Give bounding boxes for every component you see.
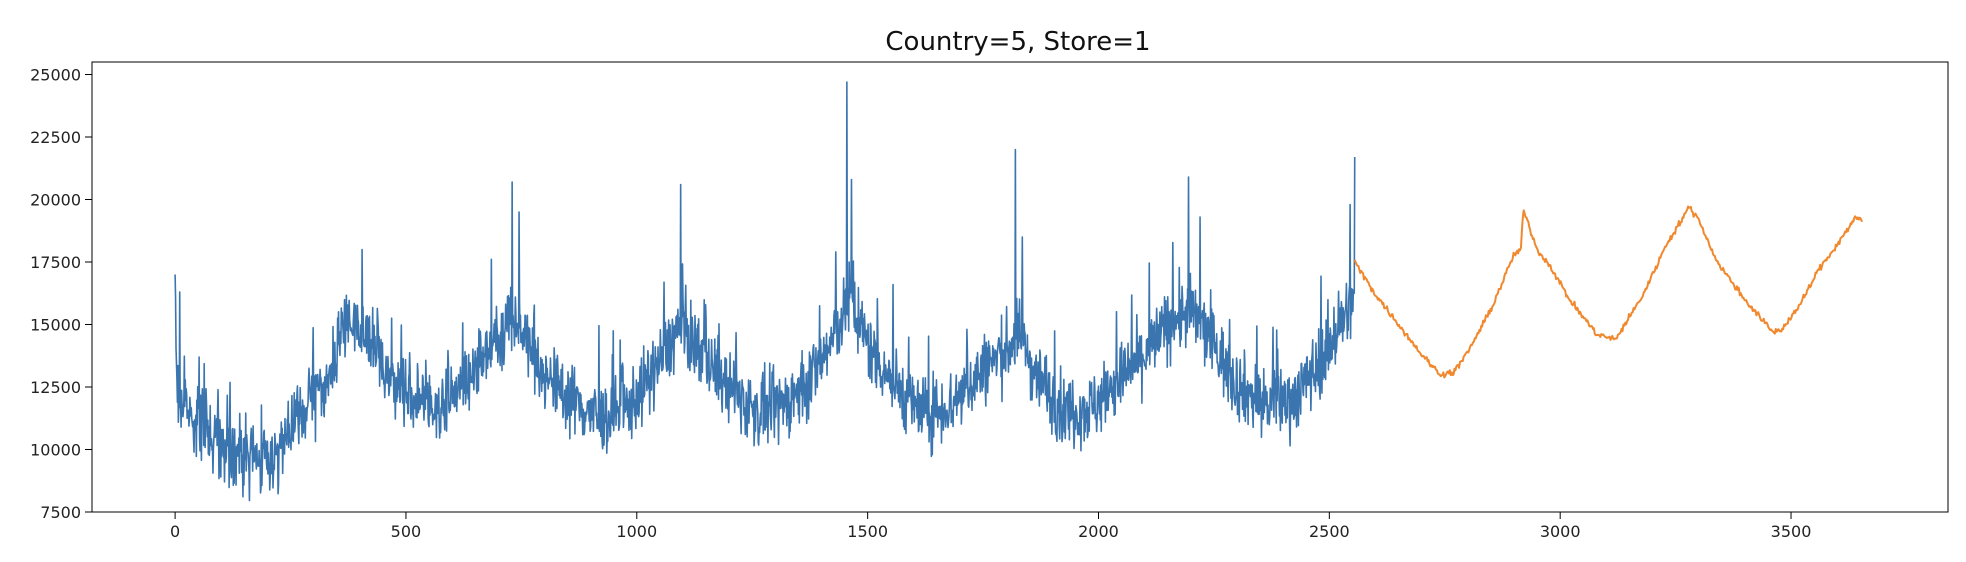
x-tick-label: 3500 — [1771, 522, 1812, 541]
x-tick-label: 2000 — [1078, 522, 1119, 541]
x-axis: 0 500 1000 1500 2000 2500 3000 3500 — [170, 512, 1811, 541]
y-tick-label: 15000 — [30, 316, 81, 335]
series-line-0 — [174, 81, 1356, 502]
plot-frame — [91, 61, 1949, 513]
x-tick-label: 1000 — [616, 522, 657, 541]
y-tick-label: 10000 — [30, 441, 81, 460]
y-tick-label: 17500 — [30, 253, 81, 272]
x-tick-label: 0 — [170, 522, 180, 541]
y-axis: 7500 10000 12500 15000 17500 20000 22500 25000 — [30, 66, 92, 522]
chart-title: Country=5, Store=1 — [885, 27, 1150, 57]
x-tick-label: 500 — [391, 522, 422, 541]
series-line-1 — [1353, 205, 1863, 379]
y-tick-label: 25000 — [30, 66, 81, 85]
x-tick-label: 1500 — [847, 522, 888, 541]
y-tick-label: 20000 — [30, 191, 81, 210]
y-tick-label: 22500 — [30, 128, 81, 147]
plot-area — [174, 81, 1863, 502]
x-tick-label: 3000 — [1540, 522, 1581, 541]
y-tick-label: 7500 — [40, 503, 81, 522]
x-tick-label: 2500 — [1309, 522, 1350, 541]
y-tick-label: 12500 — [30, 378, 81, 397]
